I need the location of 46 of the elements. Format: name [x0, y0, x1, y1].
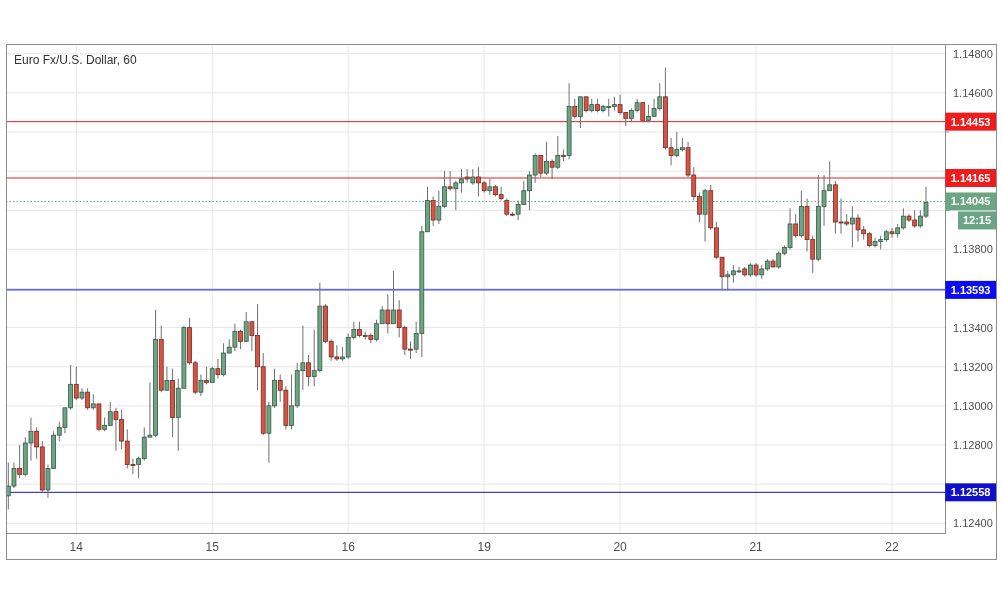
candlestick [243, 311, 249, 342]
y-tick-label: 1.13200 [953, 360, 993, 373]
candlestick [793, 213, 799, 239]
x-tick-label: 20 [613, 540, 628, 554]
ref-line-label: 1.14165 [950, 171, 991, 184]
ref-line-label: 1.13593 [950, 283, 991, 296]
candlestick [306, 354, 311, 387]
candlestick [17, 444, 23, 479]
y-tick-label: 1.14800 [953, 47, 993, 60]
y-tick-label: 1.13000 [953, 399, 993, 412]
candlestick [702, 188, 708, 243]
candlestick [215, 358, 221, 379]
candlestick [640, 102, 646, 123]
text: 12:15 [962, 214, 992, 227]
candlestick [430, 196, 436, 227]
candlestick [385, 293, 391, 334]
y-tick-label: 1.13400 [953, 321, 993, 334]
y-tick-label: 1.13800 [953, 243, 993, 256]
candlestick [538, 154, 544, 178]
candlestick [849, 205, 855, 248]
candlestick [555, 135, 561, 170]
ref-line-label: 1.14045 [950, 195, 991, 208]
candlestick [578, 96, 583, 129]
candlestick [391, 270, 396, 325]
x-tick-label: 15 [205, 540, 220, 554]
y-tick-label: 1.12400 [953, 517, 993, 530]
ref-line-label: 1.14453 [950, 115, 991, 128]
y-tick-label: 1.12800 [953, 438, 993, 451]
candlestick [73, 366, 79, 401]
candlestick [198, 374, 204, 397]
candlestick [238, 329, 243, 350]
candlestick [85, 387, 90, 411]
candlestick [549, 158, 555, 180]
candlestick [164, 366, 170, 391]
ref-line-label: 1.12558 [950, 486, 991, 499]
candlestick [572, 98, 578, 119]
candlestick [889, 227, 895, 239]
y-tick-label: 1.14600 [953, 86, 993, 99]
x-tick-label: 22 [885, 540, 900, 554]
candlestick [447, 170, 453, 192]
x-tick-label: 21 [749, 540, 764, 554]
x-tick-label: 14 [69, 540, 84, 554]
text: Euro Fx/U.S. Dollar, 60 [14, 53, 138, 67]
candlestick [544, 141, 549, 176]
x-tick-label: 19 [477, 540, 492, 554]
x-tick-label: 16 [341, 540, 356, 554]
